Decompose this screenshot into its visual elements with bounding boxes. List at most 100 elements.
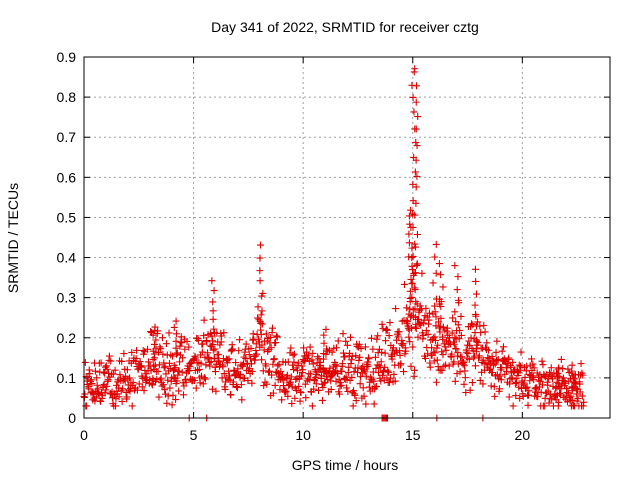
- axis-ticks: 0 0.1 0.2 0.3 0.4 0.5 0.6 0.7 0.8 0.9 0 5 10 15 20: [57, 49, 610, 443]
- data-point: [309, 349, 317, 357]
- data-point: [476, 376, 484, 384]
- data-point: [435, 318, 443, 326]
- data-point: [138, 383, 146, 391]
- data-point: [408, 254, 416, 262]
- data-point: [269, 360, 277, 368]
- data-point: [555, 380, 563, 388]
- data-point: [173, 377, 181, 385]
- data-point: [472, 290, 480, 298]
- data-point: [339, 360, 347, 368]
- data-point: [351, 391, 359, 399]
- data-point: [198, 348, 206, 356]
- data-point: [299, 356, 307, 364]
- data-point: [574, 394, 582, 402]
- data-point: [439, 351, 447, 359]
- data-point: [465, 355, 473, 363]
- data-point: [308, 402, 316, 410]
- data-point: [176, 342, 184, 350]
- data-point: [253, 350, 261, 358]
- data-point: [281, 388, 289, 396]
- data-point: [431, 253, 439, 261]
- data-point: [231, 372, 239, 380]
- data-point: [397, 360, 405, 368]
- data-point: [411, 286, 419, 294]
- data-point: [448, 329, 456, 337]
- data-point: [283, 371, 291, 379]
- data-point: [430, 348, 438, 356]
- data-point: [406, 338, 414, 346]
- y-axis-label: SRMTID / TECUs: [5, 183, 21, 293]
- data-point: [529, 360, 537, 368]
- data-point: [211, 355, 219, 363]
- data-points: [80, 65, 588, 422]
- data-point: [381, 363, 389, 371]
- data-point: [487, 382, 495, 390]
- data-point: [208, 277, 216, 285]
- data-point: [204, 349, 212, 357]
- data-point: [346, 376, 354, 384]
- data-point: [326, 364, 334, 372]
- data-point: [453, 286, 461, 294]
- data-point: [350, 387, 358, 395]
- data-point: [103, 365, 111, 373]
- data-point: [151, 361, 159, 369]
- data-point: [161, 386, 169, 394]
- data-point: [431, 349, 439, 357]
- data-point: [410, 269, 418, 277]
- data-point: [412, 243, 420, 251]
- data-point: [414, 113, 422, 121]
- data-point: [165, 359, 173, 367]
- data-point: [304, 354, 312, 362]
- data-point: [200, 332, 208, 340]
- data-point: [409, 306, 417, 314]
- data-point: [149, 347, 157, 355]
- data-point: [352, 352, 360, 360]
- data-point: [525, 387, 533, 395]
- data-point: [509, 358, 517, 366]
- data-point: [411, 366, 419, 374]
- data-point: [175, 387, 183, 395]
- data-point: [374, 332, 382, 340]
- data-point: [91, 367, 99, 375]
- data-point: [133, 386, 141, 394]
- data-point: [349, 402, 357, 410]
- data-point: [473, 336, 481, 344]
- data-point: [408, 293, 416, 301]
- data-point: [445, 362, 453, 370]
- data-point: [532, 384, 540, 392]
- data-point: [538, 357, 546, 365]
- data-point: [88, 380, 96, 388]
- data-point: [194, 366, 202, 374]
- data-point: [362, 400, 370, 408]
- data-point: [155, 393, 163, 401]
- y-tick-label: 0.4: [57, 250, 77, 266]
- data-point: [461, 367, 469, 375]
- data-point: [520, 379, 528, 387]
- data-point: [472, 347, 480, 355]
- data-point: [320, 379, 328, 387]
- data-point: [377, 377, 385, 385]
- data-point: [147, 367, 155, 375]
- data-point: [185, 367, 193, 375]
- data-point: [343, 376, 351, 384]
- data-point: [310, 385, 318, 393]
- data-point: [457, 312, 465, 320]
- data-point: [229, 378, 237, 386]
- data-point: [306, 343, 314, 351]
- data-point: [403, 304, 411, 312]
- data-point: [195, 365, 203, 373]
- data-point: [386, 319, 394, 327]
- data-point: [98, 388, 106, 396]
- data-point: [233, 384, 241, 392]
- data-point: [454, 296, 462, 304]
- data-point: [124, 375, 132, 383]
- data-point: [224, 356, 232, 364]
- data-point: [240, 353, 248, 361]
- data-point: [356, 380, 364, 388]
- data-point: [434, 341, 442, 349]
- data-point: [290, 358, 298, 366]
- data-point: [411, 269, 419, 277]
- data-point: [471, 362, 479, 370]
- data-point: [451, 308, 459, 316]
- data-point: [215, 351, 223, 359]
